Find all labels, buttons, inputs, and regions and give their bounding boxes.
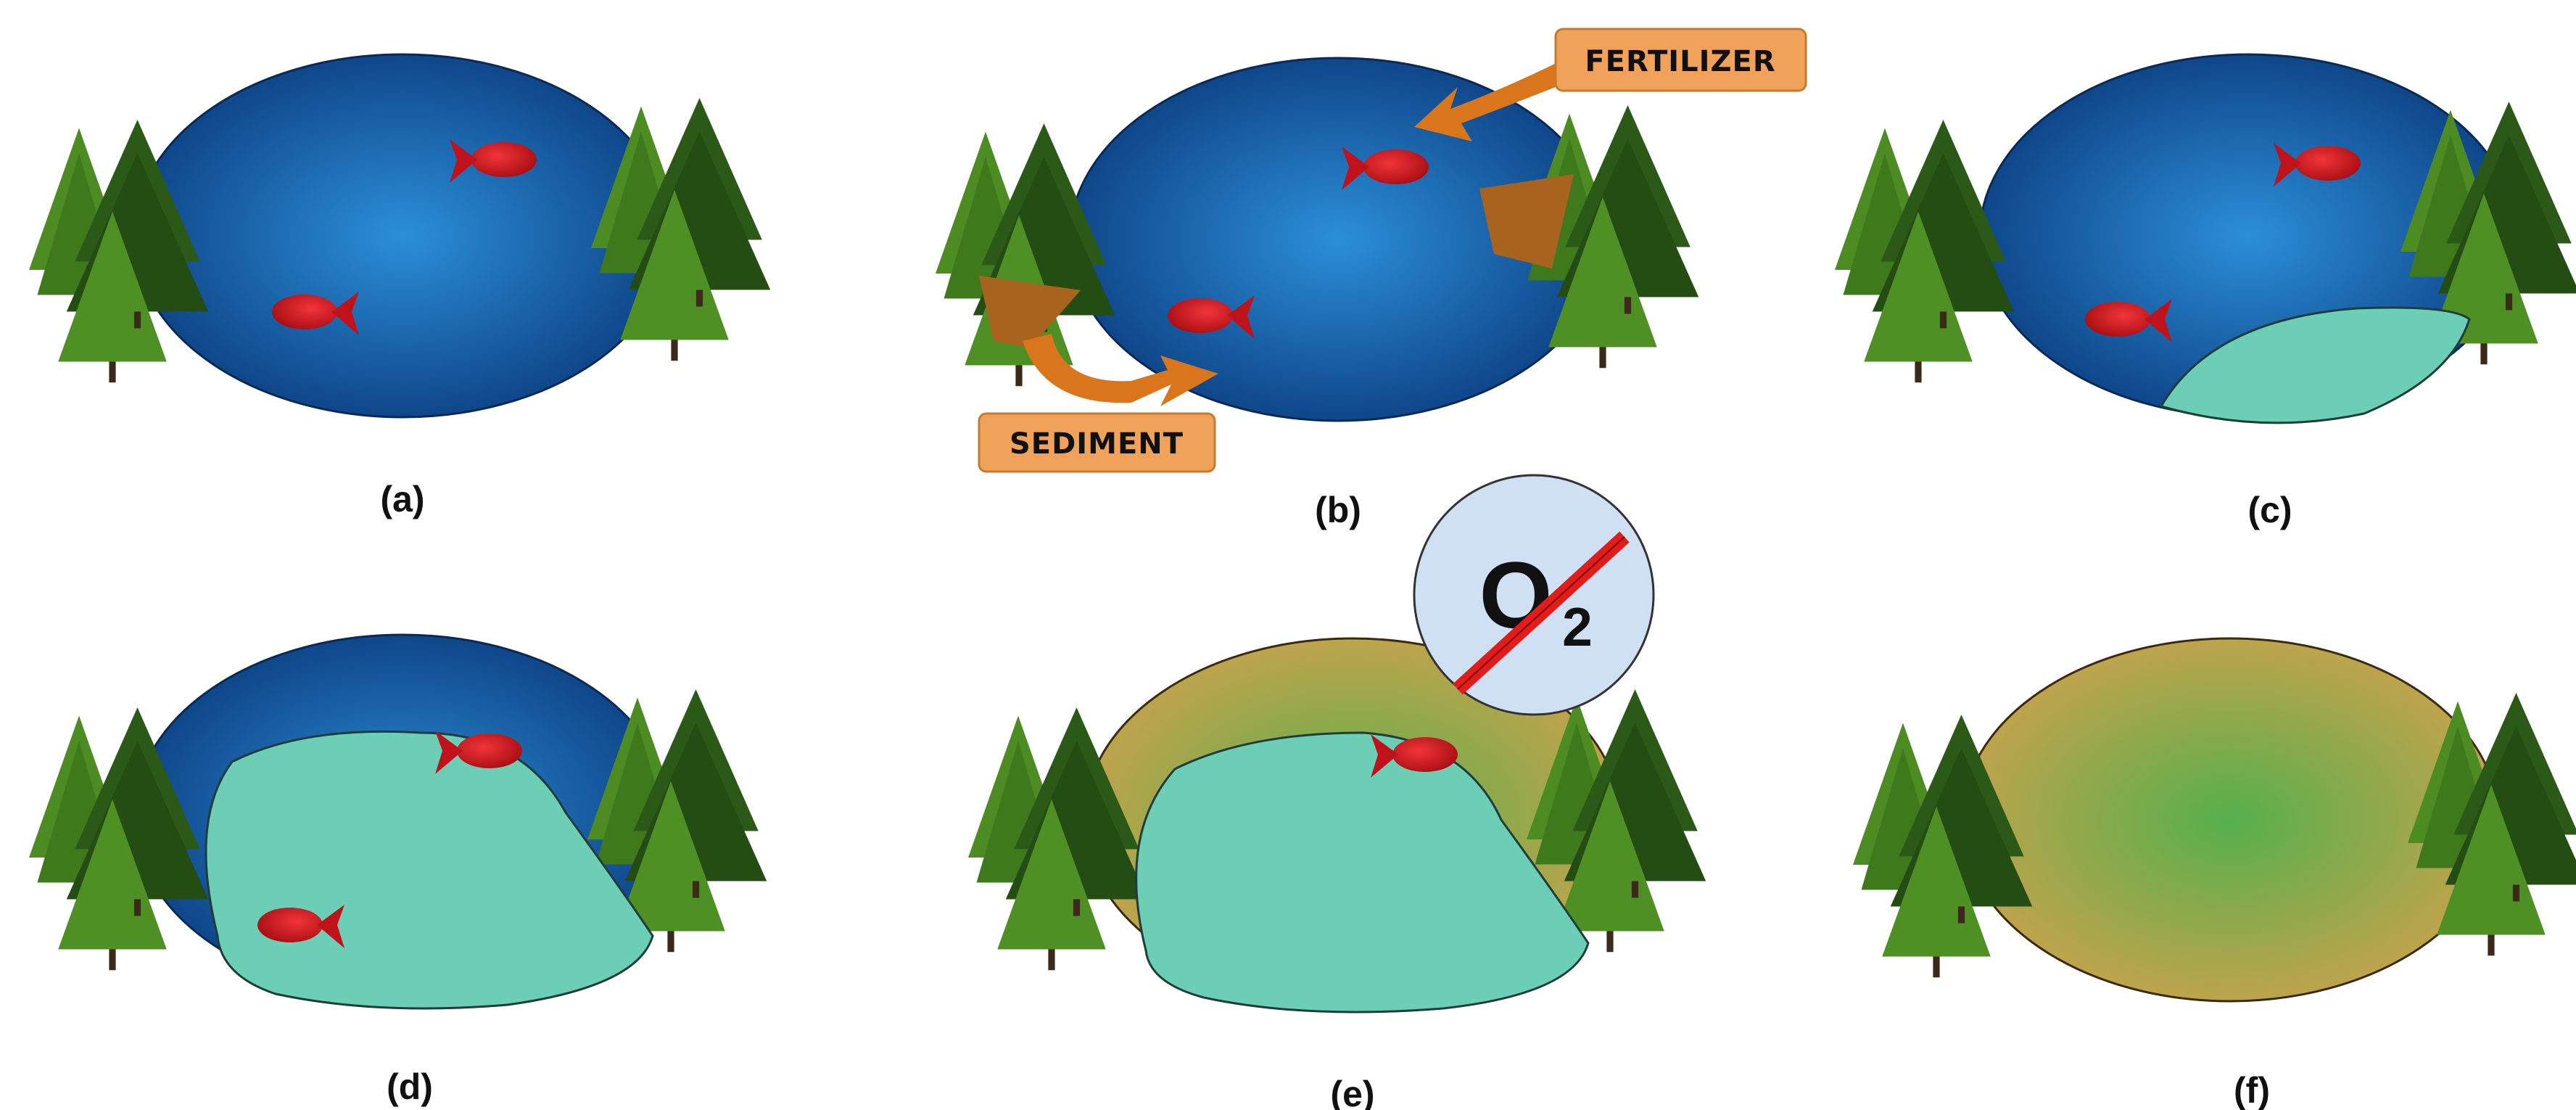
panel-e: O 2 (e) — [968, 474, 1706, 1110]
algae-bloom — [2159, 306, 2471, 424]
panel-label: (f) — [2234, 1070, 2270, 1110]
fertilizer-callout-box — [1554, 28, 1807, 92]
fertilizer-callout: FERTILIZER — [1585, 45, 1775, 78]
panel-a: (a) — [29, 53, 771, 519]
panel-label: (d) — [387, 1066, 433, 1107]
panel-c: (c) — [1835, 53, 2576, 530]
sediment-arrow — [1023, 334, 1218, 406]
sediment-debris — [979, 276, 1081, 348]
oxygen-badge: O 2 — [1413, 474, 1655, 716]
panel-label: (c) — [2247, 490, 2292, 530]
algae-bloom — [205, 730, 654, 1010]
algae-bloom — [1135, 731, 1590, 1014]
sediment-callout-box — [978, 412, 1216, 473]
trees-left — [1835, 120, 2015, 383]
panel-label: (a) — [380, 479, 424, 519]
panel-f: (f) — [1853, 637, 2576, 1110]
panel-d: (d) — [29, 633, 767, 1107]
panel-label: (b) — [1315, 490, 1361, 530]
panel-b: FERTILIZER SEDIMENT (b) — [936, 28, 1807, 530]
panel-label: (e) — [1330, 1074, 1374, 1110]
pond — [133, 53, 672, 419]
sediment-debris — [1479, 174, 1574, 268]
oxygen-subscript: 2 — [1562, 596, 1593, 657]
fertilizer-arrow — [1414, 58, 1574, 141]
sediment-callout: SEDIMENT — [1010, 427, 1184, 461]
